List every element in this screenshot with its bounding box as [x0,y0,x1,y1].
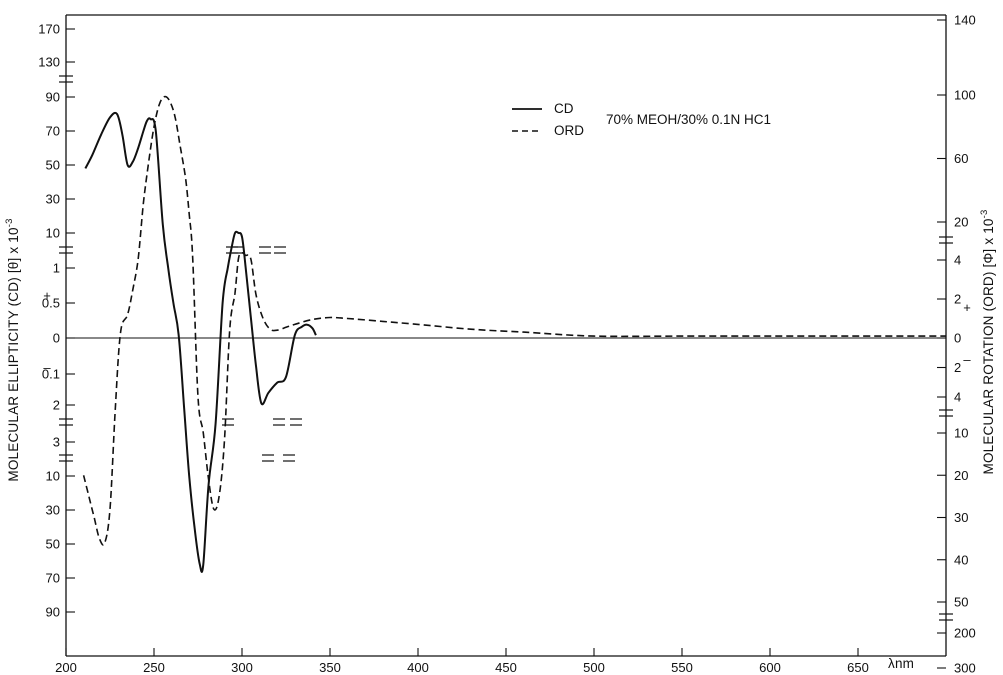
series-ord-point [312,319,313,320]
curve-break-5 [273,418,285,426]
x-tick-label-8: 600 [759,660,781,675]
left-tick-label-11: 2 [53,398,60,413]
right-tick-label-15: 300 [954,661,976,675]
legend: CD ORD [512,101,584,138]
right-tick-label-3: 20 [954,215,968,230]
right-tick-label-9: 10 [954,426,968,441]
x-tick-label-7: 550 [671,660,693,675]
left-tick-label-10: 0.1 [42,367,60,382]
left-axis: 170 130 90 70 50 30 10 1 0.5 0 0.1 2 3 10 30 50 70 90 + – [38,22,75,620]
left-axis-break-2 [59,418,73,426]
right-axis-title-exponent: -3 [979,209,990,218]
left-axis-title-group: MOLECULAR ELLIPTICITY (CD) [θ] x 10-3 [4,218,21,481]
left-tick-label-4: 50 [46,158,60,173]
right-sign-positive: + [963,300,971,315]
right-axis-break-0 [939,236,953,244]
right-tick-label-7: 2 [954,360,961,375]
left-axis-title: MOLECULAR ELLIPTICITY (CD) [θ] x 10-3 [4,218,21,481]
left-tick-label-6: 10 [46,226,60,241]
curve-break-6 [283,454,295,462]
x-tick-label-4: 400 [407,660,429,675]
curve-break-7 [262,454,274,462]
x-tick-label-1: 250 [143,660,165,675]
left-tick-label-8: 0.5 [42,296,60,311]
x-tick-label-3: 350 [319,660,341,675]
left-tick-label-5: 30 [46,192,60,207]
left-tick-label-9: 0 [53,331,60,346]
right-tick-label-14: 200 [954,626,976,641]
series-ord-point [99,538,100,539]
left-tick-label-7: 1 [53,261,60,276]
x-tick-label-9: 650 [847,660,869,675]
x-tick-label-5: 450 [495,660,517,675]
right-axis-break-1 [939,409,953,417]
right-tick-label-10: 20 [954,468,968,483]
series-ord-point [148,161,149,162]
x-axis: 200 250 300 350 400 450 500 550 600 650 [55,648,869,675]
left-axis-title-main: MOLECULAR ELLIPTICITY (CD) [θ] x 10 [6,227,21,481]
plot-frame [65,14,947,657]
right-tick-label-4: 4 [954,253,961,268]
series-ord-point [127,314,128,315]
legend-ord-label: ORD [554,123,584,138]
right-tick-label-13: 50 [954,595,968,610]
right-axis-break-2 [939,613,953,621]
left-tick-label-0: 170 [38,22,60,37]
series-ord-point [270,329,271,330]
series-layer [82,95,946,573]
x-tick-label-0: 200 [55,660,77,675]
right-tick-label-0: 140 [954,13,976,28]
series-ord-point [104,542,105,543]
legend-cd-label: CD [554,101,574,116]
series-ord-point [197,396,198,397]
left-sign-negative: – [43,360,51,375]
series-ord-point [169,101,170,102]
curve-break-1 [259,246,271,254]
right-tick-label-8: 4 [954,390,961,405]
series-ord [82,95,946,546]
x-axis-title: λnm [888,656,914,671]
series-ord-line [82,95,946,546]
curve-break-4 [222,418,234,426]
left-tick-label-3: 70 [46,124,60,139]
left-tick-label-17: 90 [46,605,60,620]
right-axis-title-group: MOLECULAR ROTATION (ORD) [Φ] x 10-3 [979,209,996,474]
left-axis-break-0 [59,75,73,83]
annotation-solvent: 70% MEOH/30% 0.1N HC1 [606,112,771,127]
series-cd [84,111,317,573]
left-axis-break-3 [59,454,73,462]
x-tick-label-6: 500 [583,660,605,675]
left-axis-break-1 [59,246,73,254]
left-tick-label-13: 10 [46,469,60,484]
right-tick-label-11: 30 [954,510,968,525]
left-sign-positive: + [43,288,51,303]
series-cd-line [84,111,317,573]
curve-break-8 [290,418,302,426]
left-axis-title-exponent: -3 [4,218,15,227]
right-axis-title: MOLECULAR ROTATION (ORD) [Φ] x 10-3 [979,209,996,474]
curve-break-2 [274,246,286,254]
left-tick-label-15: 50 [46,537,60,552]
right-tick-label-6: 0 [954,331,961,346]
left-tick-label-2: 90 [46,90,60,105]
right-tick-label-5: 2 [954,292,961,307]
left-tick-label-16: 70 [46,571,60,586]
left-tick-label-12: 3 [53,435,60,450]
right-sign-negative: – [963,352,971,367]
curve-break-marks [222,246,302,462]
left-tick-label-14: 30 [46,503,60,518]
right-tick-label-12: 40 [954,552,968,567]
right-tick-label-2: 60 [954,151,968,166]
curve-break-3 [232,246,244,254]
right-axis-title-main: MOLECULAR ROTATION (ORD) [Φ] x 10 [981,218,996,474]
right-tick-label-1: 100 [954,88,976,103]
x-tick-label-2: 300 [231,660,253,675]
left-tick-label-1: 130 [38,55,60,70]
series-ord-point [229,330,230,331]
